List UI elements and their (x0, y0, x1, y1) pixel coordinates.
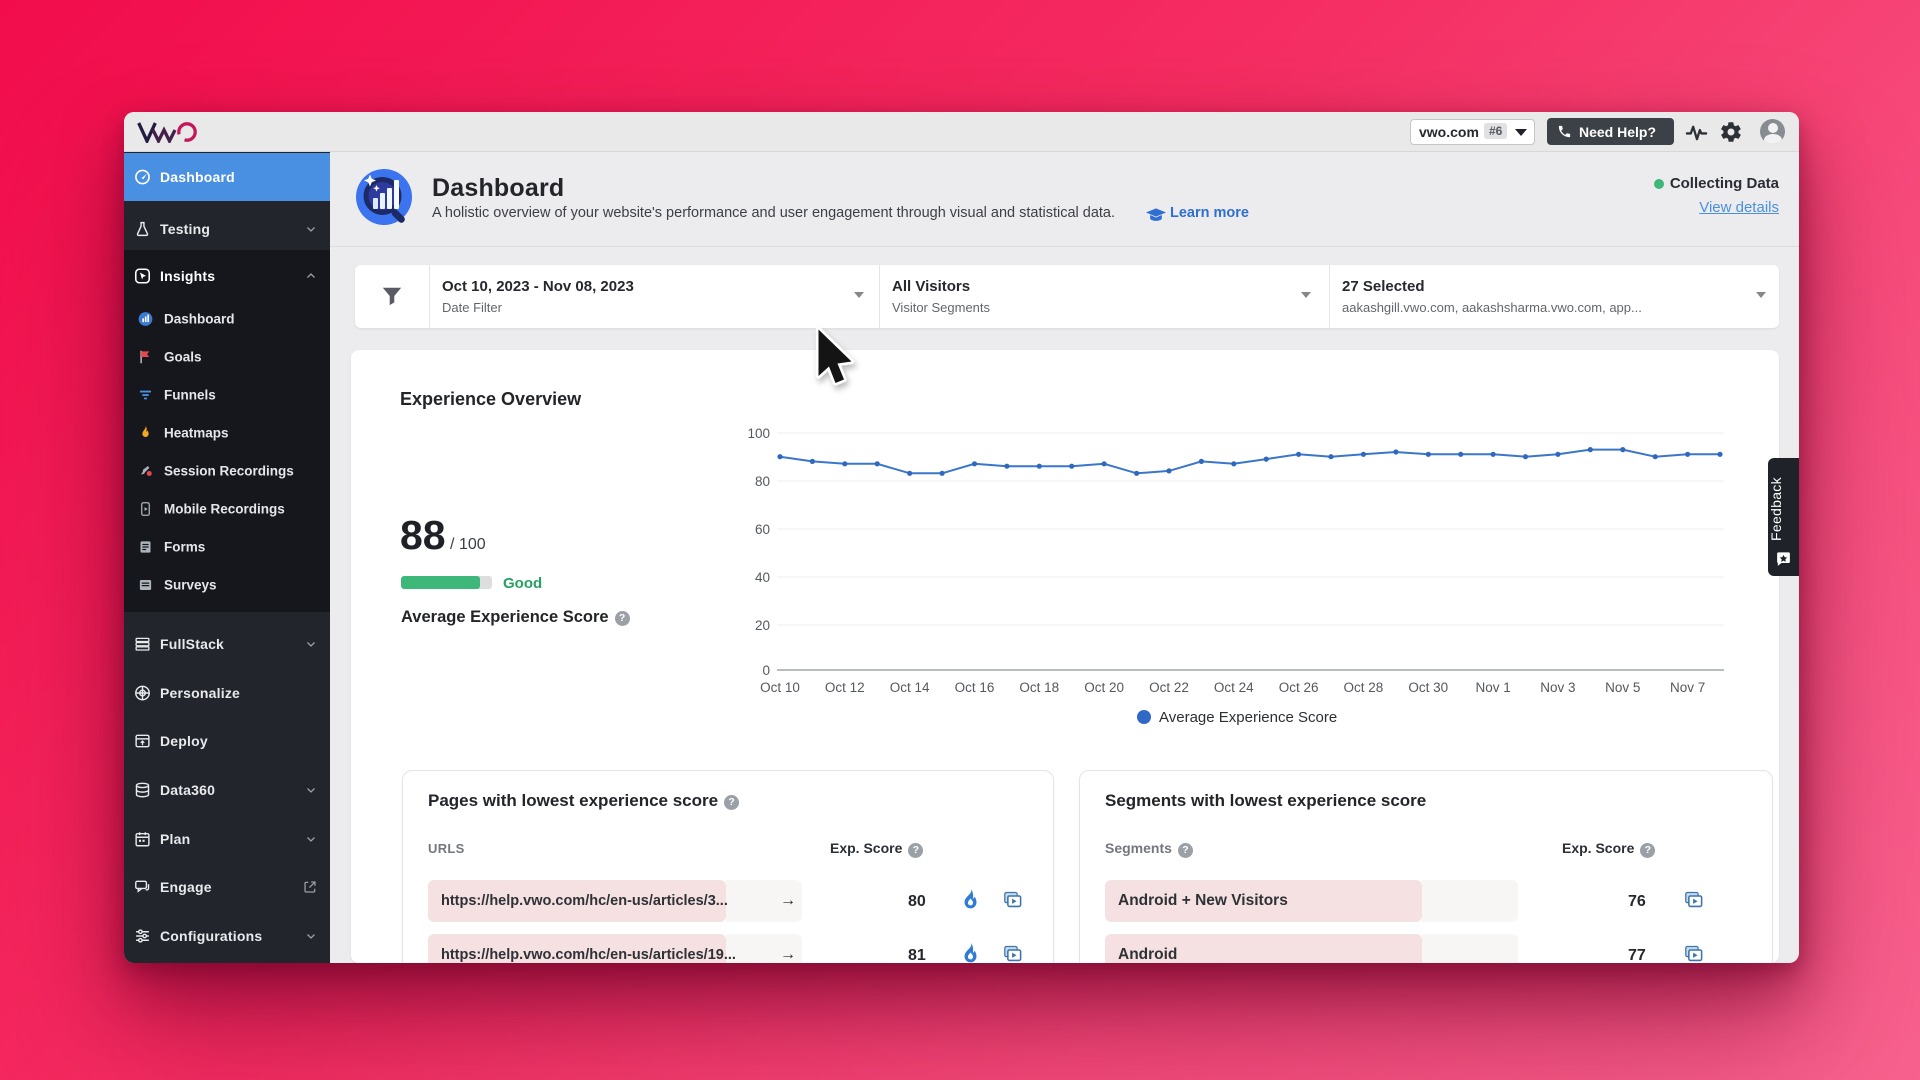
svg-text:Average Experience Score: Average Experience Score (1159, 709, 1337, 726)
svg-text:Nov 1: Nov 1 (1475, 680, 1510, 695)
svg-text:Oct 24: Oct 24 (1214, 680, 1254, 695)
svg-text:100: 100 (747, 426, 770, 441)
svg-text:Oct 26: Oct 26 (1279, 680, 1319, 695)
svg-text:Oct 12: Oct 12 (825, 680, 865, 695)
svg-text:Oct 22: Oct 22 (1149, 680, 1189, 695)
svg-text:Oct 20: Oct 20 (1084, 680, 1124, 695)
svg-text:80: 80 (755, 474, 770, 489)
svg-text:Oct 30: Oct 30 (1408, 680, 1448, 695)
svg-text:Oct 10: Oct 10 (760, 680, 800, 695)
svg-text:Oct 18: Oct 18 (1019, 680, 1059, 695)
svg-text:Oct 14: Oct 14 (890, 680, 930, 695)
svg-text:Oct 28: Oct 28 (1344, 680, 1384, 695)
svg-text:Nov 7: Nov 7 (1670, 680, 1705, 695)
svg-text:60: 60 (755, 522, 770, 537)
svg-text:Nov 3: Nov 3 (1540, 680, 1575, 695)
svg-text:0: 0 (762, 663, 770, 678)
svg-text:Oct 16: Oct 16 (955, 680, 995, 695)
svg-text:40: 40 (755, 570, 770, 585)
svg-text:20: 20 (755, 618, 770, 633)
svg-text:Nov 5: Nov 5 (1605, 680, 1640, 695)
